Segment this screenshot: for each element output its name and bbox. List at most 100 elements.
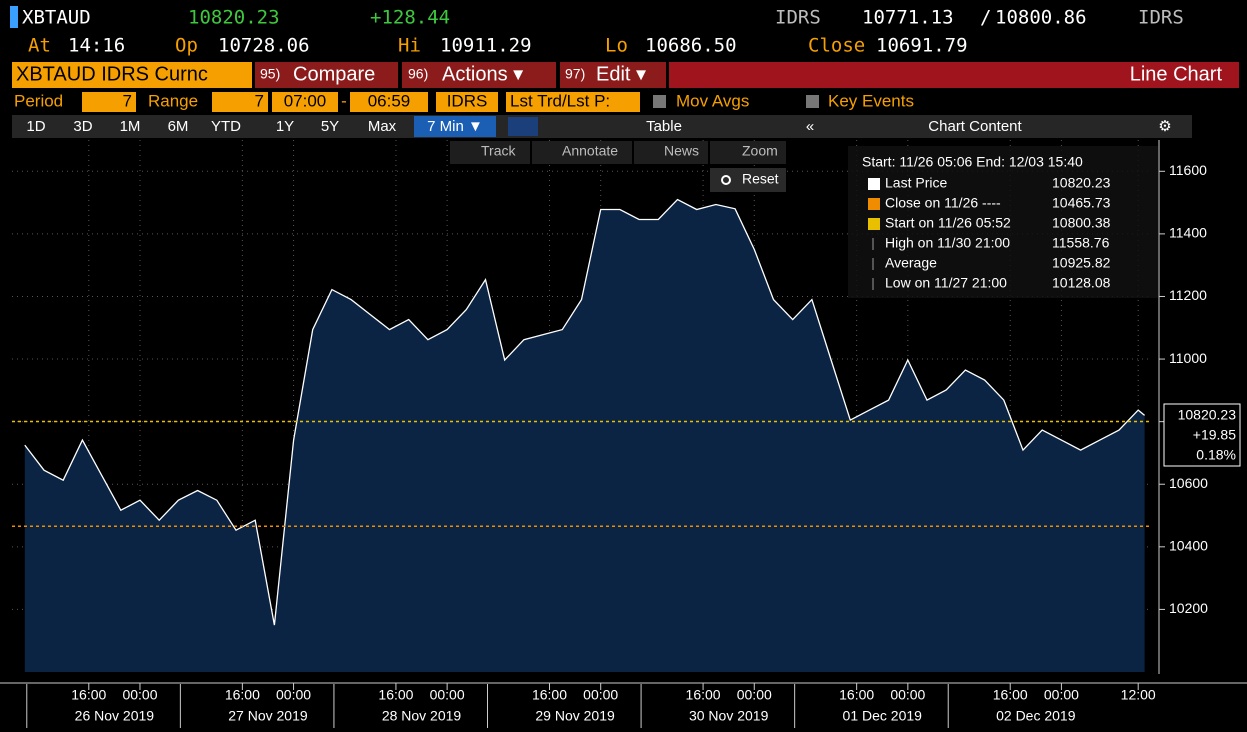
option: Mov Avgs (676, 91, 749, 110)
menu-item: Actions ▾ (442, 63, 523, 85)
checkbox[interactable] (653, 95, 666, 108)
checkbox[interactable] (806, 95, 819, 108)
x-tick-label: 00:00 (737, 687, 772, 703)
x-tick-label: 00:00 (583, 687, 618, 703)
compare-button[interactable] (255, 62, 398, 88)
legend-label: Low on 11/27 21:00 (885, 275, 1007, 291)
value: 10911.29 (440, 35, 532, 57)
source: IDRS (447, 91, 488, 110)
tool: News (664, 143, 699, 159)
annotate-button[interactable] (532, 141, 632, 164)
label: Hi (398, 35, 421, 57)
y-tick-label: 10400 (1169, 538, 1208, 554)
settings-button[interactable]: ⚙ (1158, 118, 1171, 135)
date-label: 26 Nov 2019 (75, 708, 155, 724)
legend-swatch (868, 198, 880, 210)
y-tick-label: 11400 (1169, 225, 1207, 241)
date-label: 27 Nov 2019 (228, 708, 308, 724)
legend-value: 10800.38 (1052, 215, 1111, 231)
x-tick-label: 00:00 (122, 687, 157, 703)
period: 7 (123, 91, 132, 110)
last-pct: 0.18% (1196, 447, 1236, 463)
x-tick-label: 00:00 (1044, 687, 1079, 703)
legend (848, 146, 1158, 298)
ticker: XBTAUD (22, 7, 91, 29)
tool: Track (481, 143, 516, 159)
zoom-button[interactable] (710, 141, 786, 164)
y-tick-label: 11600 (1169, 162, 1207, 178)
legend-label: Start on 11/26 05:52 (885, 215, 1011, 231)
legend-label: Last Price (885, 175, 947, 191)
actions-button[interactable] (402, 62, 556, 88)
input[interactable] (506, 92, 640, 112)
input[interactable] (212, 92, 268, 112)
x-tick-label: 16:00 (839, 687, 874, 703)
title-bar (669, 62, 1239, 88)
tool: Reset (742, 171, 779, 187)
menu-num: 97) (565, 66, 585, 82)
legend-value: 11558.76 (1052, 235, 1110, 251)
source: IDRS (775, 7, 821, 29)
value: 14:16 (68, 35, 125, 57)
legend-value: 10465.73 (1052, 195, 1111, 211)
range-button[interactable]: 1D (26, 118, 45, 135)
range-button[interactable]: Max (368, 118, 397, 135)
label: Close (808, 35, 865, 57)
y-tick-label: 10600 (1169, 475, 1208, 491)
news-button[interactable] (634, 141, 708, 164)
range-button[interactable]: 1Y (276, 118, 294, 135)
x-tick-label: 16:00 (378, 687, 413, 703)
legend-swatch (868, 218, 880, 230)
range-bar (12, 115, 1192, 138)
security: XBTAUD IDRS Curnc (16, 63, 208, 85)
range-button[interactable]: 6M (168, 118, 189, 135)
x-tick-label: 00:00 (890, 687, 925, 703)
input[interactable] (350, 92, 428, 112)
range-button[interactable]: YTD (211, 118, 241, 135)
area (24, 199, 1145, 672)
date-label: 30 Nov 2019 (689, 708, 769, 724)
x-tick-label: 12:00 (1121, 687, 1156, 703)
track-button[interactable] (450, 141, 530, 164)
menu-num: 95) (260, 66, 280, 82)
date-label: 28 Nov 2019 (382, 708, 462, 724)
table-button[interactable]: Table (646, 118, 682, 135)
input[interactable] (272, 92, 338, 112)
label: Period (14, 91, 63, 110)
input[interactable] (436, 92, 498, 112)
legend-swatch (868, 178, 880, 190)
date-label: 29 Nov 2019 (535, 708, 615, 724)
y-tick-label: 11000 (1169, 350, 1207, 366)
to: 06:59 (368, 91, 411, 110)
input[interactable] (82, 92, 136, 112)
legend-value: 10128.08 (1052, 275, 1111, 291)
menu-item: Compare (293, 63, 375, 85)
bid: 10771.13 (862, 7, 954, 29)
legend-label: Average (885, 255, 937, 271)
interval: 7 Min ▼ (427, 118, 483, 135)
range-button[interactable]: 1M (120, 118, 141, 135)
from: 07:00 (284, 91, 327, 110)
value: 10728.06 (218, 35, 310, 57)
x-tick-label: 16:00 (225, 687, 260, 703)
tool: Zoom (742, 143, 778, 159)
value: 10691.79 (876, 35, 968, 57)
collapse-button[interactable]: « (806, 118, 814, 135)
chart-type: Line Chart (1130, 63, 1223, 85)
interval-button[interactable] (414, 116, 496, 137)
range-button[interactable]: 3D (73, 118, 92, 135)
legend-title: Start: 11/26 05:06 End: 12/03 15:40 (862, 154, 1083, 170)
chart-content[interactable]: Chart Content (928, 118, 1022, 135)
edit-button[interactable] (560, 62, 666, 88)
x-tick-label: 16:00 (993, 687, 1028, 703)
label: At (28, 35, 51, 57)
last-change: +19.85 (1193, 427, 1236, 443)
option: Key Events (828, 91, 914, 110)
price: 10820.23 (188, 7, 280, 29)
line-icon[interactable] (508, 117, 538, 136)
price-line (24, 198, 1146, 626)
range-button[interactable]: 5Y (321, 118, 339, 135)
security-box[interactable] (12, 62, 252, 88)
y-tick-label: 11200 (1169, 287, 1207, 303)
